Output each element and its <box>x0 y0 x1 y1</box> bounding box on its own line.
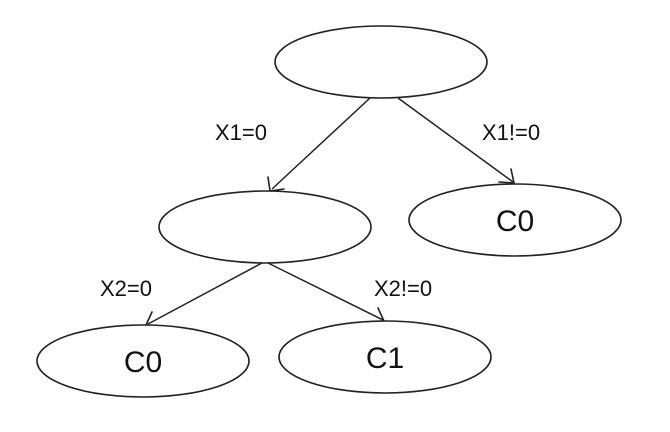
edge-root-to-x1-zero <box>267 97 371 192</box>
node-ellipse <box>158 190 372 264</box>
node-x1-zero <box>158 190 372 264</box>
edge-label-x2-zero: X2=0 <box>100 276 152 301</box>
node-x1-nonzero: C0 <box>408 183 622 257</box>
edge-label-x1-zero: X1=0 <box>215 120 267 145</box>
arrow-head <box>498 168 515 184</box>
edge-root-to-x1-nonzero <box>397 97 515 184</box>
node-root <box>274 25 488 99</box>
edge-x1-zero-to-x2-nonzero <box>267 262 385 323</box>
node-x2-nonzero: C1 <box>278 320 492 394</box>
node-label: C0 <box>124 346 162 379</box>
node-ellipse <box>36 324 250 398</box>
edge-line <box>397 97 514 183</box>
node-label: C0 <box>496 205 534 238</box>
edge-x1-zero-to-x2-zero <box>145 262 263 327</box>
node-ellipse <box>278 320 492 394</box>
edge-line <box>147 262 263 325</box>
node-ellipse <box>408 183 622 257</box>
edge-label-x2-nonzero: X2!=0 <box>374 276 432 301</box>
node-x2-zero: C0 <box>36 324 250 398</box>
edge-line <box>267 262 384 321</box>
edge-label-x1-nonzero: X1!=0 <box>482 120 540 145</box>
node-ellipse <box>274 25 488 99</box>
node-label: C1 <box>366 342 404 375</box>
edge-line <box>271 97 371 190</box>
